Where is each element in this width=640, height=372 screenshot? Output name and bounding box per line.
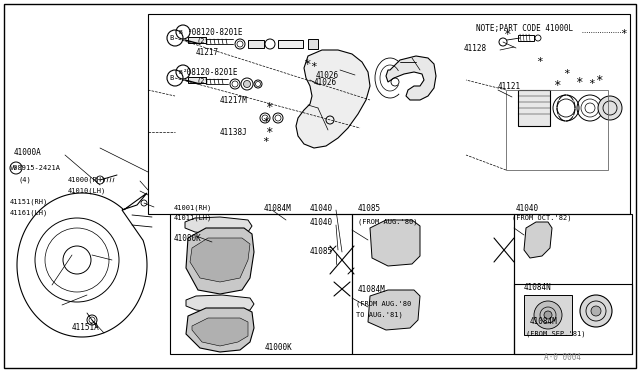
Text: (FROM AUG.'80: (FROM AUG.'80 <box>356 301 412 307</box>
Polygon shape <box>186 228 254 294</box>
Text: ∗: ∗ <box>564 67 570 77</box>
Text: V08915-2421A: V08915-2421A <box>10 165 61 171</box>
Text: 41161(LH): 41161(LH) <box>10 210 48 216</box>
Text: ∗: ∗ <box>554 77 562 90</box>
Text: 41151(RH): 41151(RH) <box>10 199 48 205</box>
Text: ∗: ∗ <box>266 99 274 112</box>
Text: ∗: ∗ <box>621 27 627 37</box>
Text: 41000(RH): 41000(RH) <box>68 177 106 183</box>
Text: 41084M: 41084M <box>264 203 292 212</box>
Bar <box>514 214 632 354</box>
Circle shape <box>243 80 250 87</box>
Bar <box>518 90 550 126</box>
Text: A·0 0004: A·0 0004 <box>544 353 581 362</box>
Bar <box>248 40 264 48</box>
Text: ∗: ∗ <box>536 55 543 65</box>
Text: ∗: ∗ <box>596 71 604 84</box>
Text: 41085: 41085 <box>358 203 381 212</box>
Text: 41000K: 41000K <box>265 343 292 353</box>
Circle shape <box>591 306 601 316</box>
Polygon shape <box>370 220 420 266</box>
Circle shape <box>580 295 612 327</box>
Circle shape <box>534 301 562 329</box>
Polygon shape <box>368 290 420 330</box>
Text: (2): (2) <box>196 78 209 84</box>
Polygon shape <box>186 308 254 352</box>
Text: ∗: ∗ <box>504 26 512 38</box>
Text: 41084M: 41084M <box>530 317 557 327</box>
Text: NOTE;PART CODE 41000L: NOTE;PART CODE 41000L <box>476 23 573 32</box>
Text: 41217M: 41217M <box>220 96 248 105</box>
Text: (FROM AUG.'80): (FROM AUG.'80) <box>358 219 417 225</box>
Text: 41040: 41040 <box>516 203 539 212</box>
Polygon shape <box>186 295 254 313</box>
Bar <box>148 14 630 214</box>
Text: (4): (4) <box>18 177 31 183</box>
Text: ∗: ∗ <box>576 74 584 87</box>
Polygon shape <box>296 50 370 148</box>
Bar <box>352 214 514 354</box>
Text: 41084N: 41084N <box>524 283 552 292</box>
Text: ∗: ∗ <box>262 115 269 125</box>
Text: V: V <box>13 166 16 170</box>
Text: ²08120-8201E: ²08120-8201E <box>188 28 243 36</box>
Text: 41138J: 41138J <box>220 128 248 137</box>
Text: 41000A: 41000A <box>14 148 42 157</box>
Bar <box>524 295 572 335</box>
Text: B: B <box>178 70 182 74</box>
Text: (FROM OCT.'82): (FROM OCT.'82) <box>512 215 572 221</box>
Bar <box>518 35 534 41</box>
Text: 41010(LH): 41010(LH) <box>68 188 106 194</box>
Bar <box>188 37 206 43</box>
Circle shape <box>598 96 622 120</box>
Bar <box>514 284 632 354</box>
Text: 41001(RH): 41001(RH) <box>174 205 212 211</box>
Polygon shape <box>386 56 436 100</box>
Text: ∗: ∗ <box>266 124 274 137</box>
Text: 41084M: 41084M <box>358 285 386 295</box>
Text: 41080K: 41080K <box>174 234 202 243</box>
Circle shape <box>544 311 552 319</box>
Text: B: B <box>170 75 174 81</box>
Polygon shape <box>185 217 252 235</box>
Bar <box>170 214 352 354</box>
Text: ²08120-8201E: ²08120-8201E <box>183 67 239 77</box>
Text: 41026: 41026 <box>316 71 339 80</box>
Text: 41121: 41121 <box>498 81 521 90</box>
Text: 41085: 41085 <box>310 247 333 257</box>
Text: (2): (2) <box>196 38 209 44</box>
Bar <box>506 90 608 170</box>
Text: TO AUG.'81): TO AUG.'81) <box>356 312 403 318</box>
Text: 41217: 41217 <box>196 48 219 57</box>
Text: ∗: ∗ <box>304 55 312 68</box>
Polygon shape <box>192 318 248 346</box>
Text: 41151A: 41151A <box>72 324 100 333</box>
Text: 41128: 41128 <box>464 44 487 52</box>
Text: (FROM SEP.'81): (FROM SEP.'81) <box>526 331 586 337</box>
Bar <box>308 39 318 49</box>
Bar <box>278 40 303 48</box>
Bar <box>188 77 206 83</box>
Text: ∗: ∗ <box>589 77 595 87</box>
Text: B: B <box>178 29 182 35</box>
Text: ∗: ∗ <box>262 135 269 145</box>
Text: B: B <box>170 35 174 41</box>
Text: 41011(LH): 41011(LH) <box>174 215 212 221</box>
Text: 41040: 41040 <box>310 203 333 212</box>
Polygon shape <box>190 238 250 282</box>
Polygon shape <box>524 222 552 258</box>
Text: 41026: 41026 <box>314 77 337 87</box>
Text: 41040: 41040 <box>310 218 333 227</box>
Text: ∗: ∗ <box>310 60 317 70</box>
